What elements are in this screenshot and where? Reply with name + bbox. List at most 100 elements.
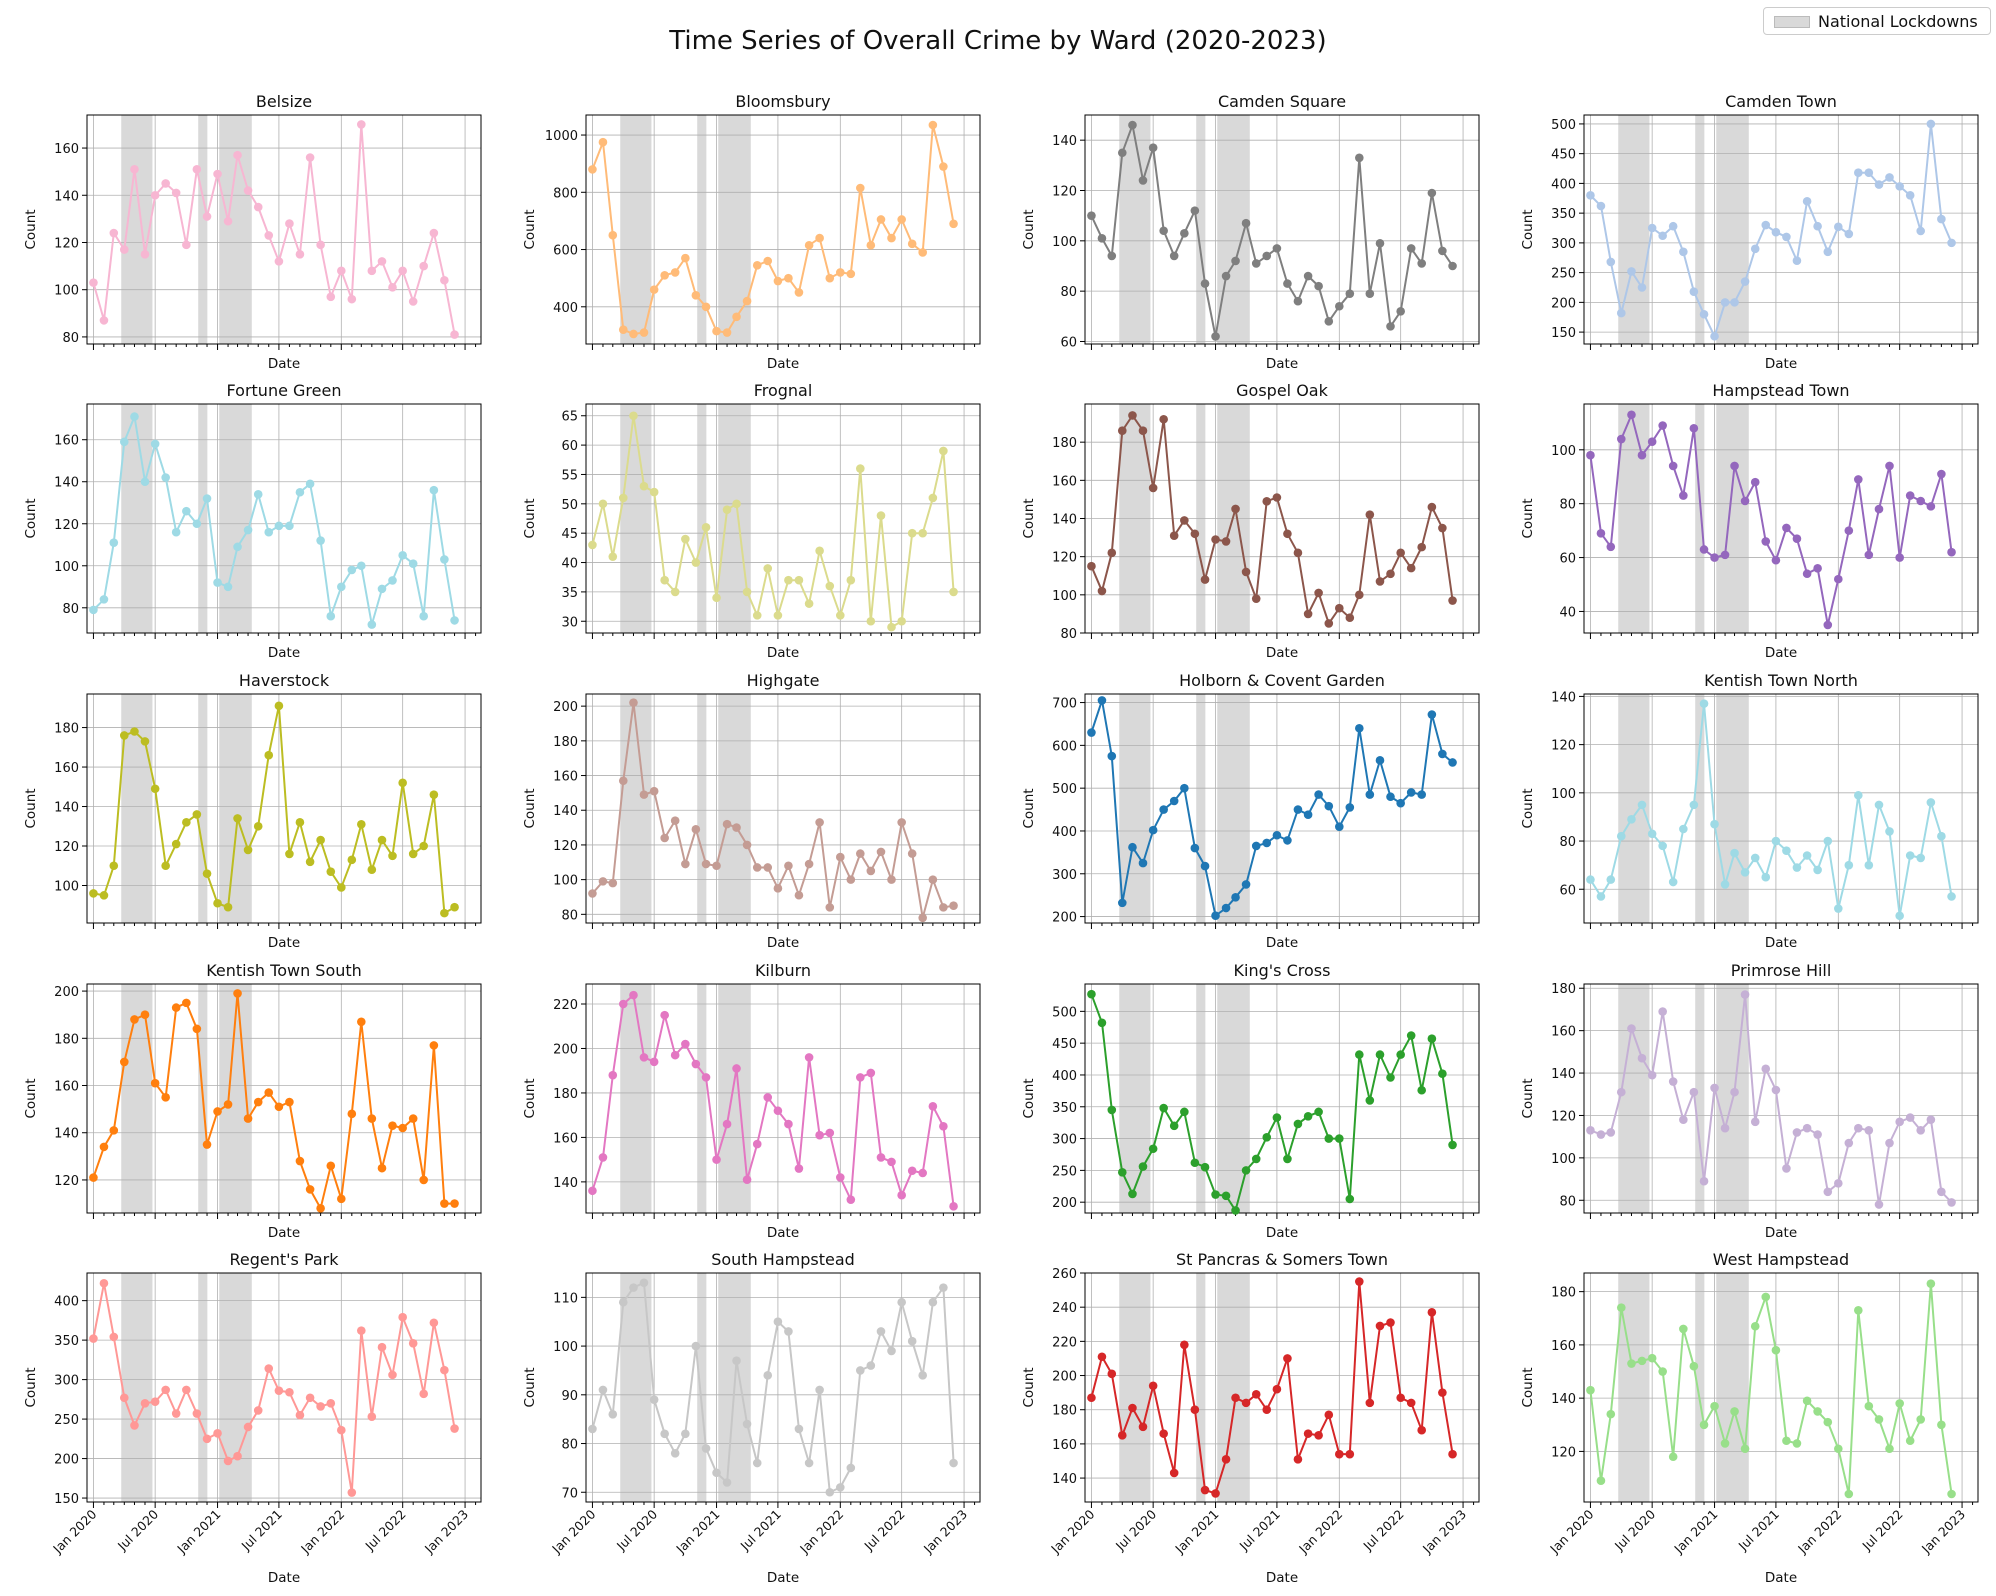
data-point: [213, 169, 222, 179]
data-point: [161, 1093, 170, 1102]
data-point: [192, 810, 202, 819]
lockdown-band: [697, 1273, 707, 1502]
data-point: [140, 477, 150, 487]
data-point: [408, 559, 418, 568]
data-point: [649, 786, 659, 796]
data-point: [887, 875, 896, 884]
data-point: [752, 1139, 762, 1149]
data-point: [1802, 1396, 1812, 1406]
data-point: [377, 1163, 387, 1173]
data-point: [89, 889, 98, 898]
plot-frame: [1583, 1272, 1979, 1503]
data-point: [1885, 1138, 1894, 1148]
panel-title: Primrose Hill: [1731, 961, 1832, 980]
lockdown-band: [1695, 1273, 1705, 1502]
data-point: [629, 698, 638, 707]
data-point: [264, 527, 274, 537]
data-point: [939, 903, 948, 912]
y-tick-label: 160: [1551, 1025, 1576, 1040]
y-tick-label: 40: [1559, 605, 1576, 620]
data-point: [1355, 153, 1364, 163]
data-point: [639, 328, 649, 337]
data-point: [274, 257, 284, 266]
y-tick-label: 120: [54, 1174, 79, 1189]
data-point: [1211, 1489, 1220, 1498]
data-point: [712, 1468, 721, 1478]
x-tick-label: Jul 2022: [362, 1507, 409, 1554]
data-point: [1262, 1133, 1272, 1142]
y-tick-label: 200: [54, 985, 79, 1000]
data-point: [450, 1199, 459, 1208]
data-point: [337, 266, 346, 276]
data-point: [1689, 287, 1699, 296]
lockdown-band: [697, 404, 707, 633]
data-point: [347, 565, 357, 575]
data-point: [1792, 256, 1802, 266]
data-point: [182, 240, 191, 250]
data-point: [1324, 1134, 1334, 1143]
y-tick-label: 100: [1052, 235, 1077, 250]
data-point: [1771, 1345, 1781, 1355]
plot-frame: [585, 403, 981, 634]
panel-title: Bloomsbury: [735, 92, 830, 111]
data-point: [949, 901, 958, 910]
y-tick-label: 100: [553, 1340, 578, 1355]
data-point: [722, 1119, 732, 1129]
data-point: [1616, 434, 1626, 444]
y-tick-label: 600: [553, 244, 578, 259]
data-point: [1823, 620, 1833, 630]
data-point: [742, 296, 752, 306]
data-point: [897, 818, 906, 827]
data-point: [856, 849, 865, 858]
data-point: [846, 1463, 856, 1473]
data-point: [1406, 1031, 1416, 1040]
data-point: [815, 1385, 824, 1395]
data-point: [1802, 1123, 1812, 1133]
data-point: [846, 269, 856, 279]
panel-title: South Hampstead: [711, 1250, 855, 1269]
y-tick-label: 400: [1052, 825, 1077, 840]
data-point: [1947, 892, 1956, 901]
data-point: [1596, 892, 1606, 901]
lockdown-band: [718, 694, 751, 923]
panel-regent-s-park: 150 200 250 300 350 400 Jan 2020 Jul 2020 Jan 20…: [23, 1250, 482, 1586]
data-point: [804, 599, 814, 608]
data-point: [1771, 555, 1781, 565]
data-point: [1406, 244, 1416, 253]
data-point: [1596, 201, 1606, 211]
lockdown-band: [219, 1273, 252, 1502]
y-tick-label: 140: [54, 801, 79, 816]
lockdown-band: [198, 694, 208, 923]
data-point: [1272, 1113, 1282, 1122]
data-point: [367, 266, 377, 276]
data-point: [1355, 590, 1364, 600]
data-point: [119, 1057, 129, 1067]
data-point: [1720, 1123, 1730, 1133]
data-point: [1761, 537, 1771, 546]
legend: National Lockdowns: [1763, 7, 1991, 35]
data-point: [1180, 783, 1189, 793]
data-point: [1221, 271, 1231, 281]
y-tick-label: 350: [1551, 207, 1576, 222]
data-point: [99, 595, 109, 604]
data-point: [1355, 1050, 1364, 1059]
data-point: [681, 1429, 690, 1439]
x-axis-label: Date: [1266, 935, 1298, 951]
data-point: [150, 190, 160, 200]
y-tick-label: 45: [561, 527, 578, 542]
y-tick-label: 140: [54, 476, 79, 491]
data-point: [1782, 1164, 1791, 1173]
data-point: [681, 534, 690, 544]
data-point: [119, 731, 129, 740]
data-point: [1272, 1384, 1282, 1394]
y-tick-label: 250: [54, 1413, 79, 1428]
data-point: [316, 536, 325, 545]
data-point: [1792, 534, 1802, 544]
data-point: [825, 273, 835, 283]
panel-title: Hampstead Town: [1712, 381, 1849, 400]
data-point: [295, 487, 305, 497]
data-point: [305, 153, 315, 162]
data-point: [109, 1126, 119, 1135]
data-point: [608, 878, 618, 888]
data-point: [253, 1097, 263, 1107]
